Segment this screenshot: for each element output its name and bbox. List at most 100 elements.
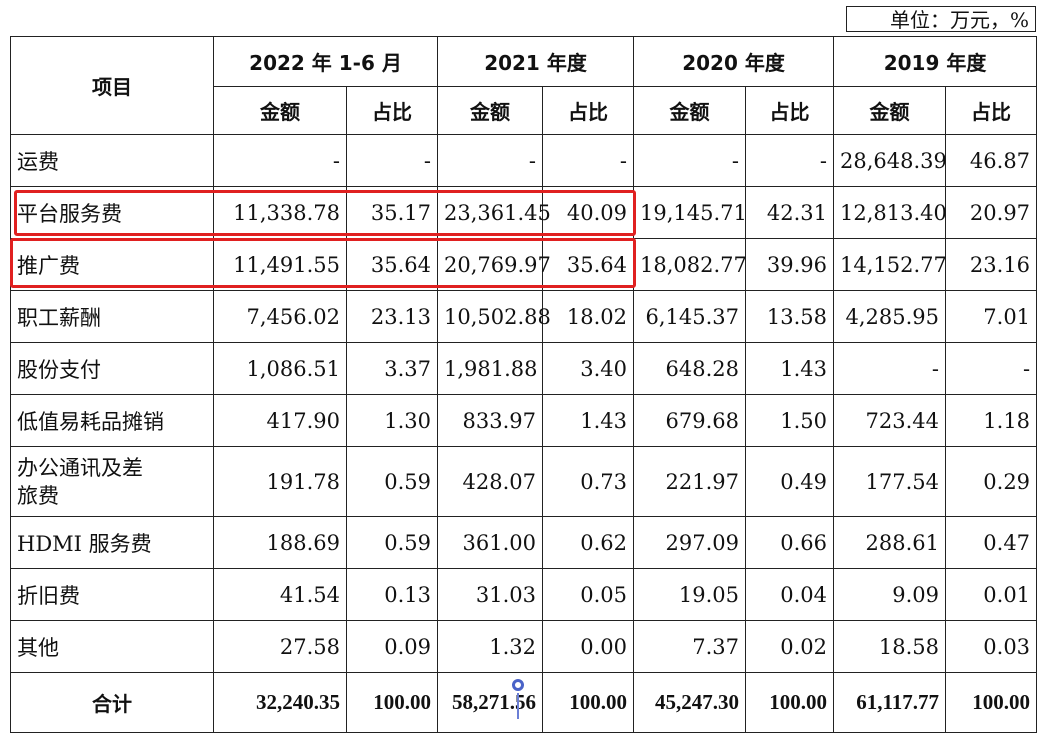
ratio-cell: 7.01 bbox=[945, 290, 1038, 343]
amount-cell: 14,152.77 bbox=[833, 238, 947, 291]
row-label: 股份支付 bbox=[10, 342, 214, 395]
row-label: 职工薪酬 bbox=[10, 290, 214, 343]
total-amount-cell: 32,240.35 bbox=[213, 672, 347, 733]
amount-cell: 1,086.51 bbox=[213, 342, 347, 395]
amount-cell: 648.28 bbox=[633, 342, 747, 395]
amount-cell: 7,456.02 bbox=[213, 290, 347, 343]
amount-cell: 6,145.37 bbox=[633, 290, 747, 343]
ratio-cell: 1.18 bbox=[945, 394, 1038, 447]
amount-cell: 11,491.55 bbox=[213, 238, 347, 291]
ratio-cell: 0.59 bbox=[346, 516, 438, 569]
ratio-cell: 1.30 bbox=[346, 394, 438, 447]
table-row: 折旧费 41.54 0.13 31.03 0.05 19.05 0.04 9.09 0.01 bbox=[10, 568, 1038, 621]
amount-cell: 12,813.40 bbox=[833, 186, 947, 239]
amount-cell: 1,981.88 bbox=[437, 342, 543, 395]
ratio-cell: 40.09 bbox=[541, 186, 635, 239]
table-row: 办公通讯及差旅费 191.78 0.59 428.07 0.73 221.97 0.49 17… bbox=[10, 446, 1038, 517]
table-row: 职工薪酬 7,456.02 23.13 10,502.88 18.02 6,145.37 1… bbox=[10, 290, 1038, 343]
total-amount-cell: 45,247.30 bbox=[633, 672, 747, 733]
ratio-cell: - bbox=[541, 134, 635, 187]
ratio-cell: 35.17 bbox=[346, 186, 438, 239]
amount-cell: 361.00 bbox=[437, 516, 543, 569]
ratio-cell: 0.49 bbox=[745, 446, 835, 517]
amount-cell: - bbox=[633, 134, 747, 187]
table-row: 推广费 11,491.55 35.64 20,769.97 35.64 18,082.77… bbox=[10, 238, 1038, 291]
amount-cell: 417.90 bbox=[213, 394, 347, 447]
ratio-cell: 18.02 bbox=[541, 290, 635, 343]
row-label: 平台服务费 bbox=[10, 186, 214, 239]
table-row: HDMI 服务费 188.69 0.59 361.00 0.62 297.09 0.66 28… bbox=[10, 516, 1038, 569]
ratio-cell: 35.64 bbox=[346, 238, 438, 291]
header-period-2020: 2020 年度 bbox=[633, 36, 835, 87]
ratio-cell: 0.59 bbox=[346, 446, 438, 517]
amount-cell: 11,338.78 bbox=[213, 186, 347, 239]
ratio-cell: 3.37 bbox=[346, 342, 438, 395]
table-row: 运费 - - - - - -28,648.39 46.87 bbox=[10, 134, 1038, 187]
header-amount: 金额 bbox=[437, 86, 543, 135]
row-label: 推广费 bbox=[10, 238, 214, 291]
ratio-cell: 1.43 bbox=[541, 394, 635, 447]
ratio-cell: 0.47 bbox=[945, 516, 1038, 569]
amount-cell: 288.61 bbox=[833, 516, 947, 569]
ratio-cell: 0.13 bbox=[346, 568, 438, 621]
amount-cell: 1.32 bbox=[437, 620, 543, 673]
header-period-2022h1: 2022 年 1-6 月 bbox=[213, 36, 438, 87]
total-amount-cell: 61,117.77 bbox=[833, 672, 947, 733]
cursor-marker-icon bbox=[512, 679, 524, 691]
ratio-cell: 39.96 bbox=[745, 238, 835, 291]
row-label: 其他 bbox=[10, 620, 214, 673]
ratio-cell: 0.05 bbox=[541, 568, 635, 621]
header-period-2019: 2019 年度 bbox=[833, 36, 1038, 87]
amount-cell: 191.78 bbox=[213, 446, 347, 517]
amount-cell: 221.97 bbox=[633, 446, 747, 517]
amount-cell: 18,082.77 bbox=[633, 238, 747, 291]
amount-cell: 20,769.97 bbox=[437, 238, 551, 291]
amount-cell: 833.97 bbox=[437, 394, 543, 447]
amount-cell: 19.05 bbox=[633, 568, 747, 621]
amount-cell: 9.09 bbox=[833, 568, 947, 621]
total-row: 合计 32,240.35 100.00 58,271.56 100.00 45,247.3… bbox=[10, 672, 1038, 733]
amount-cell: 297.09 bbox=[633, 516, 747, 569]
ratio-cell: 35.64 bbox=[541, 238, 635, 291]
header-amount: 金额 bbox=[213, 86, 347, 135]
amount-cell: - bbox=[437, 134, 543, 187]
ratio-cell: 0.02 bbox=[745, 620, 835, 673]
cursor-marker-line bbox=[517, 693, 519, 719]
ratio-cell: 46.87 bbox=[945, 134, 1038, 187]
row-label: 折旧费 bbox=[10, 568, 214, 621]
amount-cell: - bbox=[833, 342, 947, 395]
amount-cell: 31.03 bbox=[437, 568, 543, 621]
ratio-cell: 1.43 bbox=[745, 342, 835, 395]
amount-cell: 19,145.71 bbox=[633, 186, 747, 239]
amount-cell: 177.54 bbox=[833, 446, 947, 517]
table-row: 低值易耗品摊销 417.90 1.30 833.97 1.43 679.68 1.50 723… bbox=[10, 394, 1038, 447]
amount-cell: 428.07 bbox=[437, 446, 543, 517]
table-row: 其他 27.58 0.09 1.32 0.00 7.37 0.02 18.58 0.03 bbox=[10, 620, 1038, 673]
total-amount-cell: 58,271.56 bbox=[437, 672, 543, 733]
ratio-cell: 3.40 bbox=[541, 342, 635, 395]
ratio-cell: - bbox=[745, 134, 835, 187]
ratio-cell: 23.13 bbox=[346, 290, 438, 343]
row-label: HDMI 服务费 bbox=[10, 516, 214, 569]
ratio-cell: 13.58 bbox=[745, 290, 835, 343]
amount-cell: 28,648.39 bbox=[833, 134, 947, 187]
ratio-cell: - bbox=[346, 134, 438, 187]
ratio-cell: 0.29 bbox=[945, 446, 1038, 517]
amount-cell: 723.44 bbox=[833, 394, 947, 447]
table-row: 股份支付 1,086.51 3.37 1,981.88 3.40 648.28 1.43- - bbox=[10, 342, 1038, 395]
ratio-cell: 0.62 bbox=[541, 516, 635, 569]
row-label: 办公通讯及差旅费 bbox=[10, 446, 214, 517]
total-ratio-cell: 100.00 bbox=[541, 672, 635, 733]
unit-label: 单位：万元，% bbox=[846, 6, 1036, 32]
table-row: 平台服务费 11,338.78 35.17 23,361.45 40.09 19,145.… bbox=[10, 186, 1038, 239]
amount-cell: 10,502.88 bbox=[437, 290, 551, 343]
header-ratio: 占比 bbox=[346, 86, 438, 135]
amount-cell: 41.54 bbox=[213, 568, 347, 621]
ratio-cell: 0.66 bbox=[745, 516, 835, 569]
header-item: 项目 bbox=[10, 36, 214, 135]
header-period-2021: 2021 年度 bbox=[436, 36, 635, 87]
amount-cell: 188.69 bbox=[213, 516, 347, 569]
ratio-cell: 0.04 bbox=[745, 568, 835, 621]
ratio-cell: 42.31 bbox=[745, 186, 835, 239]
ratio-cell: 0.01 bbox=[945, 568, 1038, 621]
